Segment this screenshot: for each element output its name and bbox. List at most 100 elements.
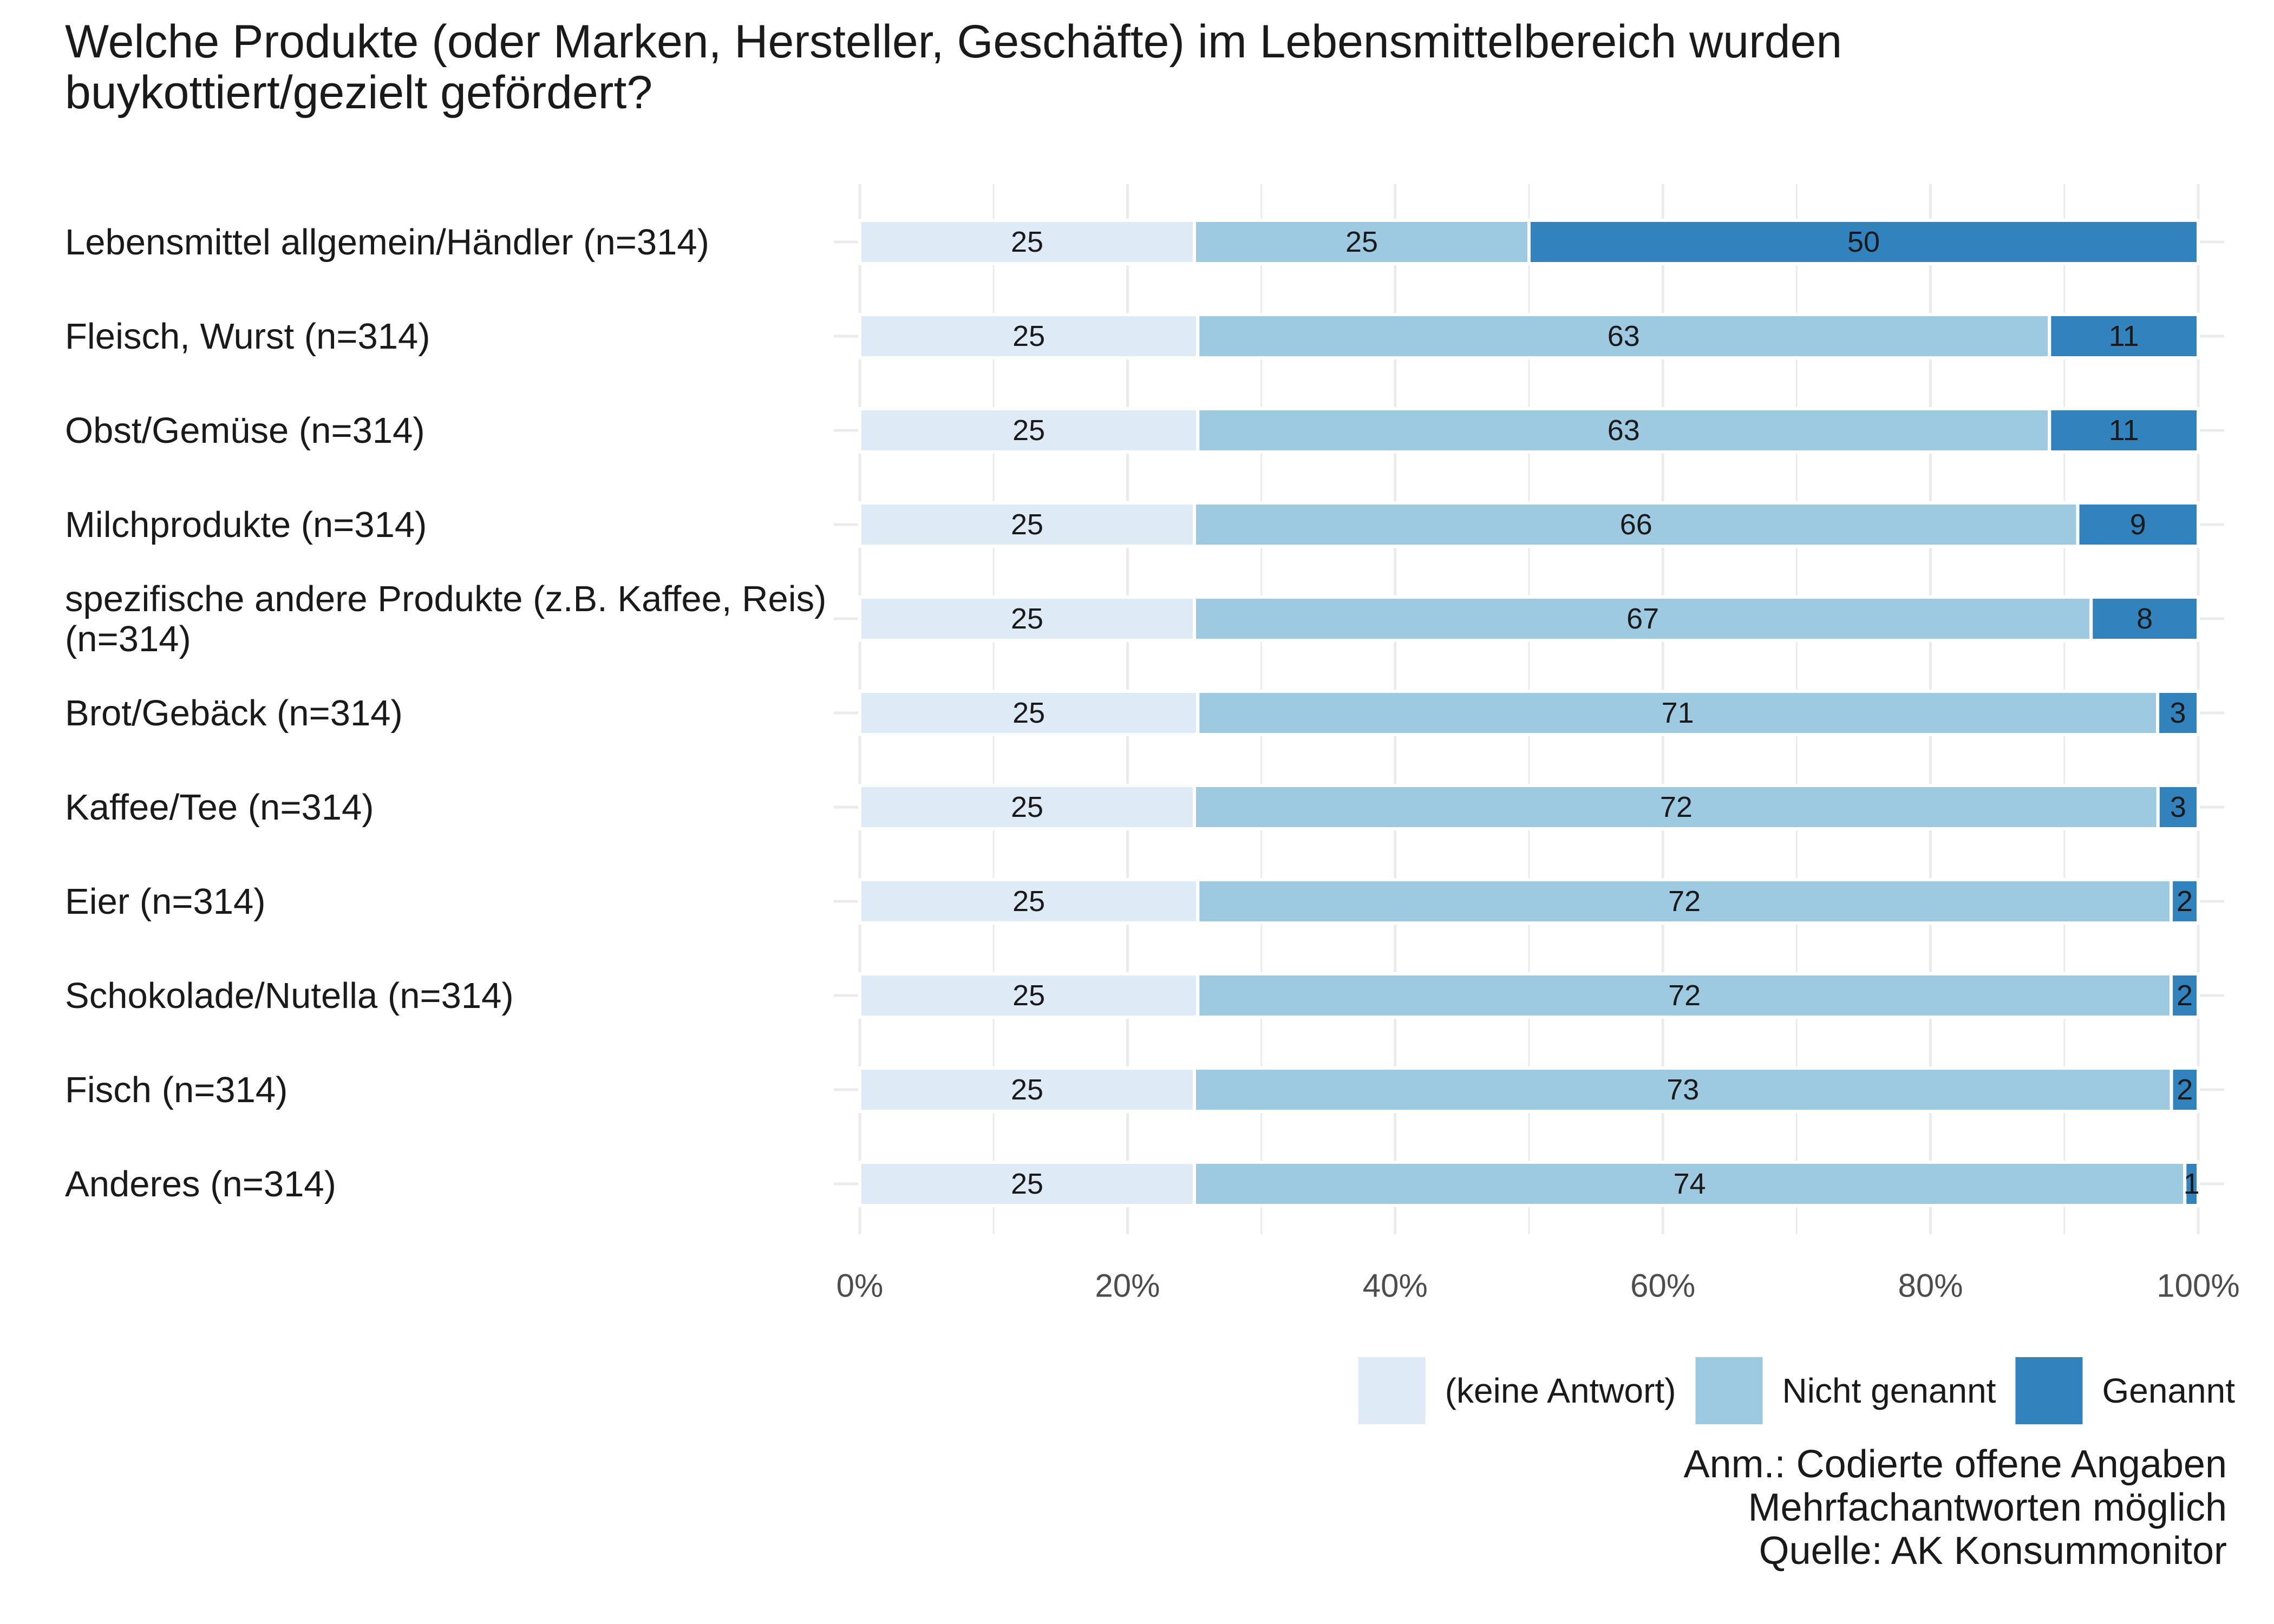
bar-segment-0-0 — [858, 219, 1196, 265]
chart-title-line-1: Welche Produkte (oder Marken, Hersteller… — [65, 16, 1842, 68]
category-labels: Lebensmittel allgemein/Händler (n=314) Fl… — [65, 222, 826, 1204]
category-label-3: Milchprodukte (n=314) — [65, 505, 427, 545]
footnote: Anm.: Codierte offene Angaben Mehrfachan… — [1684, 1443, 2227, 1573]
category-label-line-2-0: Obst/Gemüse (n=314) — [65, 410, 425, 451]
footnote-line-3: Quelle: AK Konsummonitor — [1759, 1529, 2227, 1573]
bar-segment-6-0 — [858, 784, 1196, 830]
category-label-line-9-0: Fisch (n=314) — [65, 1070, 288, 1110]
bar-segment-9-0 — [858, 1066, 1196, 1113]
bar-value-label-10-2: 1 — [2184, 1168, 2200, 1200]
bar-value-label-10-1: 74 — [1674, 1168, 1706, 1200]
bar-value-label-9-0: 25 — [1011, 1073, 1043, 1106]
legend-label-0: (keine Antwort) — [1445, 1371, 1676, 1410]
bar-segment-0-2 — [1527, 219, 2200, 265]
bar-segment-7-1 — [1196, 878, 2173, 925]
x-tick-label-2: 40% — [1363, 1268, 1428, 1304]
category-label-8: Schokolade/Nutella (n=314) — [65, 975, 514, 1016]
bar-value-label-0-1: 25 — [1345, 226, 1378, 258]
bar-value-label-9-2: 2 — [2177, 1073, 2193, 1106]
category-label-line-3-0: Milchprodukte (n=314) — [65, 505, 427, 545]
bar-segment-10-2 — [2183, 1161, 2200, 1207]
bar-segment-6-2 — [2156, 784, 2200, 830]
category-label-1: Fleisch, Wurst (n=314) — [65, 316, 430, 357]
chart-title: Welche Produkte (oder Marken, Hersteller… — [65, 16, 1842, 118]
bar-segment-9-2 — [2170, 1066, 2200, 1113]
category-label-line-5-0: Brot/Gebäck (n=314) — [65, 693, 403, 734]
legend-label-2: Genannt — [2102, 1371, 2235, 1410]
bar-value-label-1-1: 63 — [1608, 320, 1640, 352]
x-tick-label-0: 0% — [837, 1268, 884, 1304]
category-label-line-0-0: Lebensmittel allgemein/Händler (n=314) — [65, 222, 709, 263]
bar-segment-10-1 — [1193, 1161, 2187, 1207]
x-tick-label-3: 60% — [1630, 1268, 1695, 1304]
bar-segment-5-1 — [1196, 690, 2160, 736]
bar-segment-8-0 — [858, 972, 1200, 1019]
bar-segment-1-1 — [1196, 313, 2051, 359]
bar-value-label-5-1: 71 — [1662, 697, 1694, 729]
bar-value-label-4-1: 67 — [1626, 603, 1659, 635]
bar-value-label-0-0: 25 — [1011, 226, 1043, 258]
bar-segment-10-0 — [858, 1161, 1196, 1207]
bar-value-label-10-0: 25 — [1011, 1168, 1043, 1200]
category-label-0: Lebensmittel allgemein/Händler (n=314) — [65, 222, 709, 263]
bar-value-label-4-0: 25 — [1011, 603, 1043, 635]
category-label-line-8-0: Schokolade/Nutella (n=314) — [65, 975, 514, 1016]
bar-value-label-5-2: 3 — [2170, 697, 2186, 729]
bar-value-label-3-2: 9 — [2130, 508, 2146, 541]
bar-value-label-8-1: 72 — [1668, 979, 1701, 1012]
bar-value-label-6-1: 72 — [1660, 791, 1693, 823]
bar-value-label-2-1: 63 — [1608, 414, 1640, 447]
category-label-line-4-1: (n=314) — [65, 619, 191, 659]
bar-segment-3-1 — [1193, 501, 2080, 548]
category-label-9: Fisch (n=314) — [65, 1070, 288, 1110]
legend-key-1 — [1695, 1357, 1763, 1424]
category-label-4: spezifische andere Produkte (z.B. Kaffee… — [65, 579, 826, 659]
legend: Genannt Nicht genannt (keine Antwort) — [1358, 1357, 2235, 1424]
bar-segment-9-1 — [1193, 1066, 2173, 1113]
x-tick-label-4: 80% — [1898, 1268, 1963, 1304]
bar-value-label-1-0: 25 — [1012, 320, 1045, 352]
bars: 25 25 50 25 63 11 25 63 11 25 66 9 25 67 8 25 71 3 25 72 3 25… — [858, 219, 2200, 1207]
legend-label-1: Nicht genannt — [1782, 1371, 1996, 1410]
bar-segment-2-0 — [858, 407, 1200, 454]
bar-value-label-2-2: 11 — [2109, 414, 2139, 447]
bar-value-label-3-1: 66 — [1620, 508, 1652, 541]
bar-segment-5-0 — [858, 690, 1200, 736]
x-tick-label-5: 100% — [2157, 1268, 2239, 1304]
bar-value-label-7-0: 25 — [1012, 885, 1045, 918]
category-label-6: Kaffee/Tee (n=314) — [65, 787, 374, 828]
x-axis-tick-labels: 0% 20% 40% 60% 80% 100% — [837, 1268, 2240, 1304]
bar-value-label-9-1: 73 — [1667, 1073, 1699, 1106]
footnote-line-2: Mehrfachantworten möglich — [1748, 1486, 2227, 1529]
category-label-line-6-0: Kaffee/Tee (n=314) — [65, 787, 374, 828]
bar-value-label-1-2: 11 — [2109, 320, 2139, 352]
bar-value-label-8-0: 25 — [1012, 979, 1045, 1012]
bar-value-label-6-0: 25 — [1011, 791, 1043, 823]
category-label-line-7-0: Eier (n=314) — [65, 881, 266, 922]
bar-value-label-7-1: 72 — [1668, 885, 1701, 918]
category-label-line-1-0: Fleisch, Wurst (n=314) — [65, 316, 430, 357]
category-label-line-4-0: spezifische andere Produkte (z.B. Kaffee… — [65, 579, 826, 619]
legend-key-2 — [2015, 1357, 2083, 1424]
bar-segment-7-2 — [2170, 878, 2200, 925]
category-label-5: Brot/Gebäck (n=314) — [65, 693, 403, 734]
bar-value-label-0-2: 50 — [1847, 226, 1880, 258]
bar-value-label-5-0: 25 — [1012, 697, 1045, 729]
bar-segment-2-1 — [1196, 407, 2051, 454]
bar-segment-3-2 — [2076, 501, 2200, 548]
bar-value-label-7-2: 2 — [2177, 885, 2193, 918]
bar-segment-8-2 — [2170, 972, 2200, 1019]
footnote-line-1: Anm.: Codierte offene Angaben — [1683, 1443, 2227, 1486]
legend-key-0 — [1358, 1357, 1426, 1424]
chart-title-line-2: buykottiert/gezielt gefördert? — [65, 67, 653, 119]
bar-segment-4-2 — [2089, 595, 2200, 642]
bar-segment-5-2 — [2156, 690, 2200, 736]
bar-segment-1-2 — [2048, 313, 2200, 359]
bar-value-label-6-2: 3 — [2170, 791, 2186, 823]
bar-value-label-3-0: 25 — [1011, 508, 1043, 541]
bar-segment-3-0 — [858, 501, 1196, 548]
category-label-10: Anderes (n=314) — [65, 1164, 336, 1204]
bar-value-label-4-2: 8 — [2136, 603, 2153, 635]
bar-value-label-2-0: 25 — [1012, 414, 1045, 447]
